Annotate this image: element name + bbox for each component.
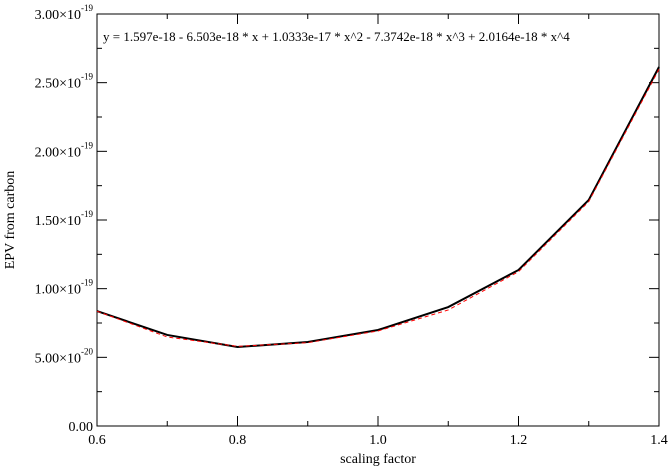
y-tick-exponent: -19 [81, 209, 93, 219]
y-tick-exponent: -20 [81, 346, 93, 356]
y-tick-label: 1.50×10-19 [35, 209, 94, 229]
y-tick-mantissa: 2.00×10 [35, 145, 81, 160]
y-tick-mantissa: 5.00×10 [35, 351, 81, 366]
fit-equation: y = 1.597e-18 - 6.503e-18 * x + 1.0333e-… [103, 29, 570, 44]
series-line [96, 68, 660, 347]
x-axis-label: scaling factor [340, 452, 416, 467]
y-tick-mantissa: 1.50×10 [35, 214, 81, 229]
y-tick-exponent: -19 [81, 72, 93, 82]
series-line [96, 66, 660, 349]
y-tick-exponent: -19 [81, 140, 93, 150]
y-tick-mantissa: 0.00 [69, 420, 94, 435]
y-tick-label: 1.00×10-19 [35, 278, 94, 298]
y-axis-label: EPV from carbon [3, 171, 18, 270]
y-tick-exponent: -19 [81, 278, 93, 288]
x-tick-label: 0.6 [88, 433, 106, 448]
y-tick-mantissa: 2.50×10 [35, 77, 81, 92]
x-tick-label: 0.8 [229, 433, 247, 448]
y-tick-label: 2.50×10-19 [35, 72, 94, 92]
x-tick-label: 1.4 [650, 433, 668, 448]
y-tick-label: 2.00×10-19 [35, 140, 94, 160]
x-tick-label: 1.0 [369, 433, 387, 448]
y-tick-label: 5.00×10-20 [35, 346, 94, 366]
plot-frame [96, 13, 660, 427]
y-tick-mantissa: 3.00×10 [35, 8, 81, 23]
y-tick-exponent: -19 [81, 3, 93, 13]
y-tick-label: 3.00×10-19 [35, 3, 94, 23]
y-tick-label: 0.00 [69, 420, 94, 435]
y-tick-mantissa: 1.00×10 [35, 283, 81, 298]
x-tick-label: 1.2 [510, 433, 528, 448]
